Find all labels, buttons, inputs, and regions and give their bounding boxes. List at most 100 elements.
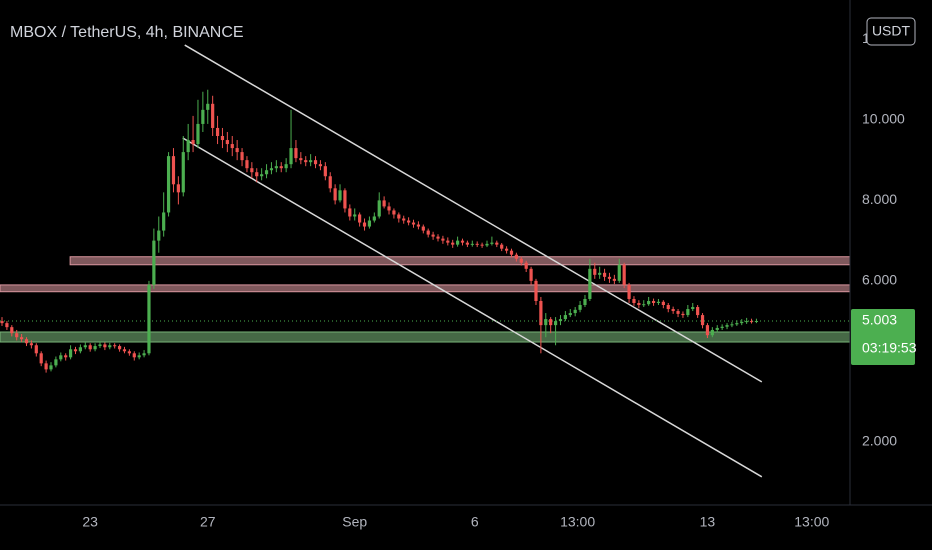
candle-body — [558, 319, 563, 322]
candle-body — [539, 300, 543, 326]
candle-body — [382, 200, 386, 207]
candle-body — [157, 230, 161, 241]
candle-body — [534, 280, 538, 301]
candle-body — [0, 321, 4, 324]
candle-body — [245, 160, 249, 169]
candle-body — [59, 355, 63, 360]
price-label: 5.003 — [862, 312, 897, 328]
candle-body — [235, 148, 239, 153]
candle-body — [343, 190, 347, 209]
candle-body — [504, 248, 509, 251]
candle-body — [313, 160, 318, 165]
candle-body — [720, 326, 724, 328]
candle-body — [627, 284, 631, 299]
candle-body — [211, 103, 215, 128]
candle-body — [215, 127, 220, 137]
candle-body — [495, 242, 499, 245]
candle-body — [127, 351, 131, 354]
candle-body — [529, 268, 533, 281]
candle-body — [29, 343, 34, 346]
candle-body — [68, 349, 73, 358]
candle-body — [651, 300, 656, 303]
candle-body — [181, 152, 185, 193]
candle-body — [681, 313, 685, 316]
plot-area — [0, 44, 851, 478]
candle-body — [220, 136, 225, 141]
candle-body — [480, 244, 484, 246]
candle-body — [328, 176, 332, 189]
candle-body — [416, 224, 421, 227]
candle-body — [309, 160, 313, 163]
candle-body — [323, 166, 327, 177]
candle-body — [691, 307, 695, 310]
candle-body — [411, 222, 416, 225]
candle-body — [617, 264, 621, 281]
candle-body — [318, 164, 323, 167]
zone — [69, 256, 851, 266]
candle-body — [441, 238, 445, 241]
x-tick-label: 13:00 — [560, 514, 595, 530]
candle-body — [362, 222, 367, 227]
candle-body — [446, 240, 450, 243]
candle-body — [34, 345, 38, 354]
candle-body — [108, 345, 112, 348]
candle-body — [269, 168, 274, 171]
candle-body — [64, 355, 68, 358]
candle-body — [260, 174, 264, 177]
candle-body — [294, 148, 298, 159]
candle-body — [544, 319, 548, 326]
candle-body — [436, 236, 440, 239]
x-tick-label: Sep — [342, 514, 367, 530]
candle-body — [304, 160, 308, 163]
candle-body — [196, 123, 200, 145]
candle-body — [230, 144, 234, 149]
y-tick-label: 8.000 — [862, 191, 897, 207]
candle-body — [83, 345, 87, 348]
x-tick-label: 23 — [82, 514, 98, 530]
candle-body — [44, 363, 48, 370]
candle-body — [431, 234, 435, 237]
candle-body — [78, 347, 82, 352]
trendline — [182, 137, 763, 478]
candle-body — [358, 214, 362, 223]
candle-body — [132, 353, 136, 358]
candle-body — [490, 242, 494, 244]
x-tick-label: 27 — [200, 514, 216, 530]
candle-body — [460, 240, 465, 243]
candle-body — [274, 166, 278, 169]
candle-body — [700, 315, 705, 326]
currency-button-label[interactable]: USDT — [872, 23, 911, 39]
candle-body — [240, 152, 244, 161]
candle-body — [152, 240, 156, 285]
candle-body — [524, 262, 528, 269]
candle-body — [671, 309, 675, 312]
chart-title: MBOX / TetherUS, 4h, BINANCE — [10, 24, 244, 41]
candle-body — [465, 242, 469, 245]
candle-body — [402, 218, 406, 221]
candle-body — [137, 355, 141, 358]
price-label-box — [851, 308, 915, 365]
candle-body — [421, 226, 425, 231]
candle-body — [549, 319, 553, 326]
y-tick-label: 1 — [862, 30, 870, 46]
candle-body — [578, 305, 582, 310]
candle-body — [353, 214, 357, 217]
candle-body — [372, 216, 376, 221]
candle-body — [745, 321, 749, 323]
candle-body — [500, 244, 504, 249]
candle-body — [10, 327, 14, 334]
candle-body — [661, 301, 665, 306]
candle-body — [568, 313, 572, 316]
zone — [0, 331, 851, 343]
candle-body — [632, 298, 636, 303]
candle-body — [284, 164, 288, 169]
candle-body — [171, 156, 176, 185]
currency-button[interactable] — [866, 17, 916, 46]
candle-body — [147, 284, 151, 354]
y-tick-label: 2.000 — [862, 433, 897, 449]
countdown-label: 03:19:53 — [862, 340, 917, 356]
candle-body — [191, 140, 195, 145]
candle-body — [289, 148, 293, 165]
